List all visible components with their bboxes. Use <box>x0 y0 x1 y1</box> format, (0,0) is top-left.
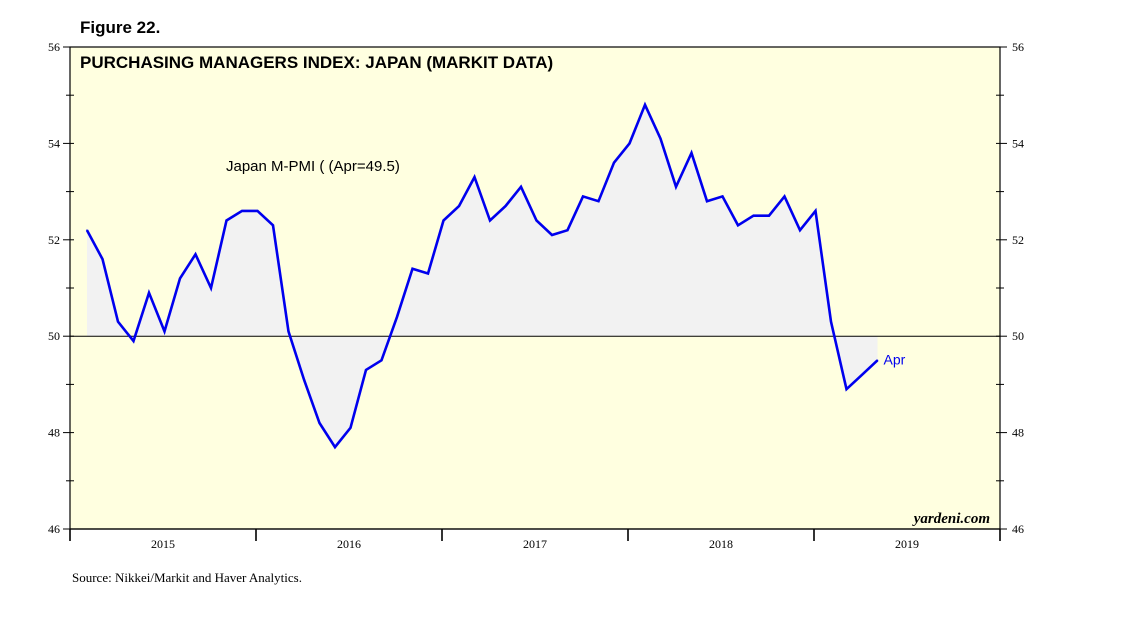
data-point-50 <box>861 374 863 376</box>
data-point-11 <box>256 210 259 212</box>
data-point-35 <box>628 142 631 145</box>
y-axis-left: 46 48 50 52 54 56 <box>48 40 74 536</box>
data-point-34 <box>613 161 615 164</box>
area-layer <box>87 104 878 448</box>
y-tick-label-right: 50 <box>1012 329 1024 343</box>
data-point-18 <box>365 369 367 371</box>
data-point-9 <box>225 219 228 222</box>
x-year-label: 2018 <box>709 537 733 551</box>
data-point-31 <box>566 229 569 231</box>
x-year-label: 2015 <box>151 537 175 551</box>
x-year-label: 2017 <box>523 537 547 551</box>
data-point-17 <box>349 427 352 429</box>
y-tick-label-left: 46 <box>48 522 60 536</box>
data-point-42 <box>737 224 739 227</box>
data-point-6 <box>179 277 181 280</box>
data-point-37 <box>659 137 662 140</box>
data-point-25 <box>473 176 476 178</box>
data-point-47 <box>814 210 817 212</box>
y-axis-right: 46 48 50 52 54 56 <box>996 40 1024 536</box>
data-point-27 <box>504 205 507 207</box>
y-tick-label-right: 48 <box>1012 426 1024 440</box>
data-point-3 <box>132 340 135 342</box>
y-tick-label-right: 46 <box>1012 522 1024 536</box>
data-point-19 <box>380 359 383 362</box>
data-point-33 <box>597 200 600 202</box>
data-point-40 <box>706 200 708 202</box>
y-tick-label-left: 54 <box>48 136 60 150</box>
data-point-7 <box>194 253 197 256</box>
data-point-39 <box>690 152 693 154</box>
data-point-20 <box>396 316 398 318</box>
line-layer <box>85 101 879 450</box>
data-point-21 <box>411 267 414 270</box>
data-point-16 <box>334 446 336 448</box>
source-note: Source: Nikkei/Markit and Haver Analytic… <box>72 570 302 585</box>
data-point-48 <box>830 320 832 323</box>
series-line-japan-pmi <box>85 101 879 450</box>
data-point-5 <box>163 330 166 333</box>
data-point-26 <box>489 219 491 222</box>
end-label: Apr <box>884 351 906 367</box>
data-point-0 <box>86 229 88 231</box>
data-point-30 <box>551 234 553 236</box>
data-point-46 <box>799 229 801 231</box>
y-tick-label-left: 48 <box>48 426 60 440</box>
data-point-29 <box>535 219 538 222</box>
y-tick-label-left: 56 <box>48 40 60 54</box>
data-point-36 <box>644 104 646 106</box>
data-point-49 <box>845 388 848 391</box>
data-point-23 <box>442 219 445 222</box>
data-point-44 <box>768 214 770 217</box>
y-tick-label-right: 54 <box>1012 136 1024 150</box>
data-point-28 <box>520 186 522 188</box>
data-point-41 <box>721 195 724 198</box>
y-tick-label-right: 52 <box>1012 233 1024 247</box>
x-axis: 2015 2016 2017 2018 2019 <box>69 528 1001 551</box>
data-point-8 <box>210 287 212 289</box>
data-point-38 <box>675 186 677 188</box>
data-point-51 <box>876 359 879 362</box>
data-point-22 <box>427 272 429 275</box>
y-tick-label-left: 50 <box>48 329 60 343</box>
data-point-15 <box>318 422 321 424</box>
y-tick-label-left: 52 <box>48 233 60 247</box>
data-point-1 <box>101 258 104 260</box>
data-point-24 <box>458 205 460 207</box>
data-point-10 <box>241 210 243 212</box>
data-point-45 <box>783 195 786 198</box>
data-point-32 <box>582 195 584 198</box>
x-year-label: 2019 <box>895 537 919 551</box>
series-annotation: Japan M-PMI ( (Apr=49.5) <box>226 158 400 175</box>
watermark: yardeni.com <box>912 511 990 527</box>
data-point-14 <box>303 378 305 381</box>
chart-title: PURCHASING MANAGERS INDEX: JAPAN (MARKIT… <box>80 53 553 72</box>
y-tick-label-right: 56 <box>1012 40 1024 54</box>
data-point-12 <box>272 224 274 227</box>
series-fill-area <box>87 104 878 448</box>
data-point-13 <box>287 330 290 333</box>
data-point-2 <box>117 320 119 323</box>
data-point-43 <box>752 214 755 217</box>
figure-label: Figure 22. <box>80 18 160 37</box>
data-point-4 <box>148 292 150 294</box>
x-year-label: 2016 <box>337 537 361 551</box>
